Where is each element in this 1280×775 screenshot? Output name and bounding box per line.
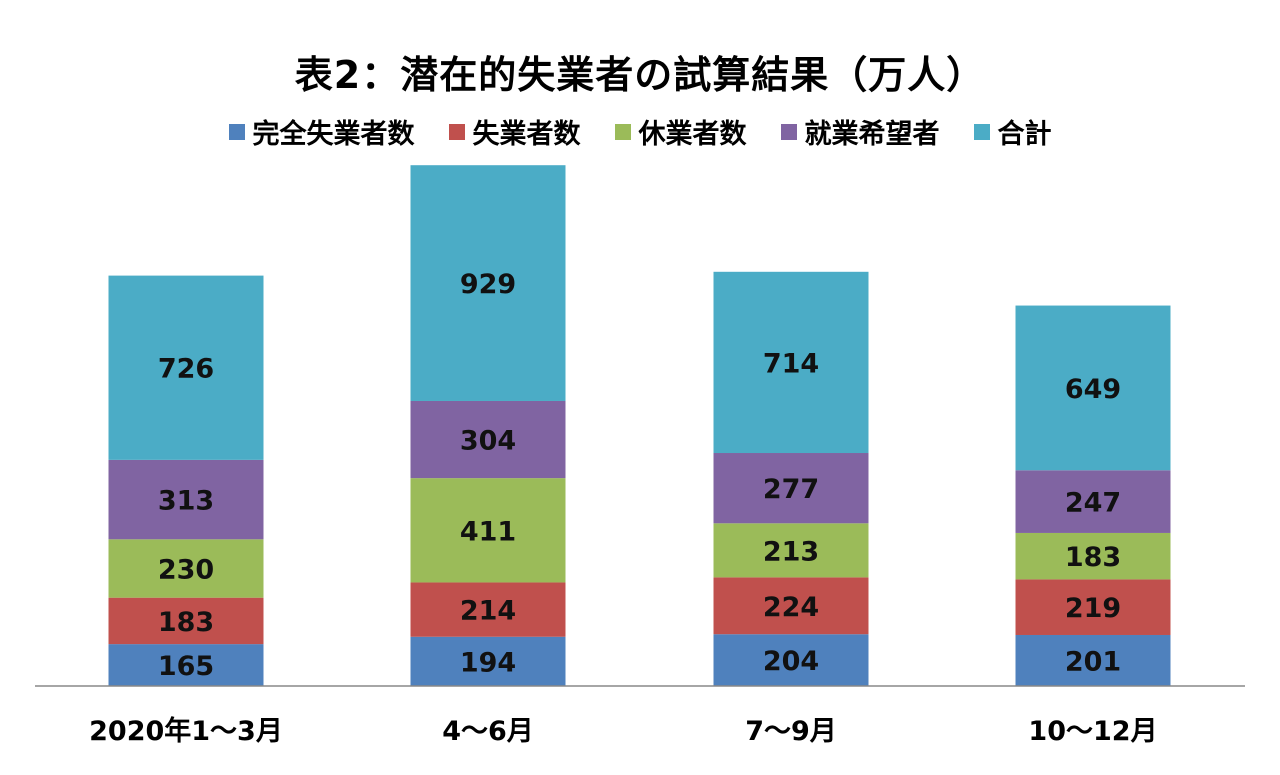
bar-1-3 — [410, 400, 566, 479]
legend-label-1: 失業者数 — [472, 119, 581, 150]
bar-label-1-4: 929 — [460, 269, 516, 300]
bar-label-3-1: 219 — [1065, 593, 1121, 624]
bar-label-3-4: 649 — [1065, 374, 1121, 405]
bar-0-3 — [108, 459, 264, 540]
x-tick-label-2: 7〜9月 — [745, 716, 837, 747]
bar-label-0-4: 726 — [158, 354, 214, 385]
bar-3-2 — [1015, 532, 1171, 580]
bar-0-2 — [108, 539, 264, 598]
bar-0-0 — [108, 644, 264, 686]
bar-label-3-3: 247 — [1065, 488, 1121, 519]
bar-label-1-0: 194 — [460, 647, 516, 678]
bar-0-4 — [108, 275, 264, 460]
bar-label-1-1: 214 — [460, 596, 516, 627]
bar-3-4 — [1015, 305, 1171, 471]
bar-label-2-0: 204 — [763, 646, 819, 677]
bar-1-4 — [410, 165, 566, 401]
x-tick-label-3: 10〜12月 — [1028, 716, 1157, 747]
bar-2-4 — [713, 271, 869, 454]
bar-label-0-1: 183 — [158, 607, 214, 638]
x-tick-label-1: 4〜6月 — [442, 716, 534, 747]
legend-label-3: 就業希望者 — [804, 119, 940, 150]
legend-item-1: 失業者数 — [448, 112, 581, 151]
legend-swatch-0 — [228, 123, 245, 140]
legend-label-4: 合計 — [997, 119, 1052, 150]
bar-2-2 — [713, 523, 869, 578]
bar-3-3 — [1015, 470, 1171, 533]
legend-label-2: 休業者数 — [638, 119, 747, 150]
bar-0-1 — [108, 597, 264, 645]
bar-label-1-3: 304 — [460, 426, 516, 457]
bar-label-3-2: 183 — [1065, 542, 1121, 573]
bar-label-0-0: 165 — [158, 651, 214, 682]
chart-title: 表2：潜在的失業者の試算結果（万人） — [294, 53, 986, 97]
legend-swatch-4 — [973, 123, 990, 140]
legend-item-0: 完全失業者数 — [228, 112, 415, 151]
bar-1-0 — [410, 636, 566, 686]
bar-2-3 — [713, 453, 869, 524]
bar-3-1 — [1015, 579, 1171, 635]
bar-1-2 — [410, 478, 566, 583]
bar-label-0-3: 313 — [158, 486, 214, 517]
bar-1-1 — [410, 582, 566, 637]
bar-label-1-2: 411 — [460, 516, 516, 547]
legend-swatch-3 — [780, 123, 797, 140]
bar-label-0-2: 230 — [158, 554, 214, 585]
x-tick-label-0: 2020年1〜3月 — [89, 715, 283, 747]
legend-item-3: 就業希望者 — [780, 112, 940, 151]
legend-item-4: 合計 — [973, 112, 1052, 151]
bar-label-2-1: 224 — [763, 592, 819, 623]
bar-3-0 — [1015, 634, 1171, 686]
bar-2-0 — [713, 634, 869, 686]
legend-swatch-1 — [448, 123, 465, 140]
bar-2-1 — [713, 577, 869, 635]
bar-label-3-0: 201 — [1065, 646, 1121, 677]
legend-label-0: 完全失業者数 — [252, 119, 415, 150]
legend: 完全失業者数 失業者数 休業者数 就業希望者 合計 — [0, 112, 1280, 151]
bar-label-2-2: 213 — [763, 536, 819, 567]
legend-item-2: 休業者数 — [614, 112, 747, 151]
legend-swatch-2 — [614, 123, 631, 140]
bar-label-2-3: 277 — [763, 474, 819, 505]
bar-label-2-4: 714 — [763, 348, 819, 379]
